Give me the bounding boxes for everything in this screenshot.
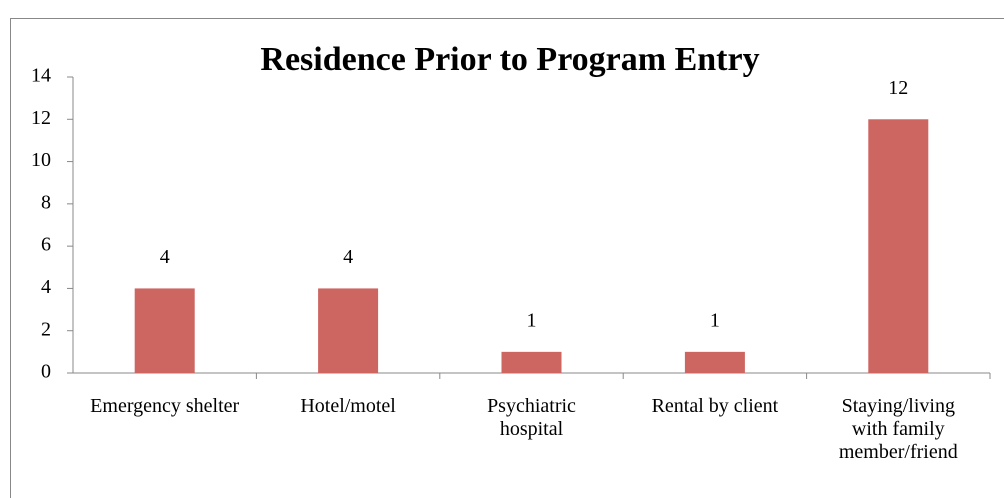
y-tick-label: 14 (31, 65, 51, 87)
y-tick-label: 0 (41, 361, 51, 383)
bar (134, 288, 195, 373)
y-tick-label: 8 (41, 191, 51, 213)
chart-title: Residence Prior to Program Entry (260, 41, 759, 78)
y-tick-label: 12 (31, 107, 51, 129)
x-tick-label: Psychiatric hospital (487, 395, 576, 440)
data-label: 12 (888, 77, 908, 99)
data-label: 4 (160, 246, 170, 268)
data-label: 4 (343, 246, 353, 268)
x-tick-label: Hotel/motel (300, 395, 396, 417)
y-tick-label: 2 (41, 318, 51, 340)
bar (684, 351, 745, 373)
chart-border (10, 18, 1004, 498)
data-label: 1 (527, 309, 537, 331)
bar (501, 351, 562, 373)
bar (868, 119, 929, 374)
y-tick-label: 10 (31, 149, 51, 171)
y-tick-label: 6 (41, 234, 51, 256)
bar (318, 288, 379, 373)
x-tick-label: Emergency shelter (90, 395, 240, 417)
x-tick-label: Staying/living with family member/friend (838, 395, 958, 463)
x-tick-label: Rental by client (651, 395, 779, 417)
data-label: 1 (710, 309, 720, 331)
y-tick-label: 4 (41, 276, 51, 298)
